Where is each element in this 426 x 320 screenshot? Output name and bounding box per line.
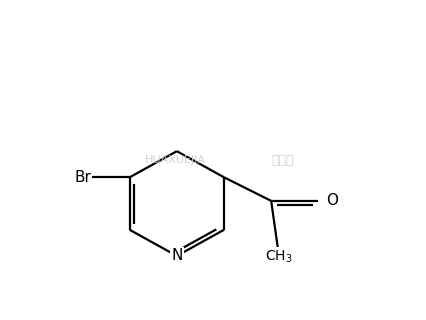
Text: 化学加: 化学加 xyxy=(271,154,294,166)
Text: N: N xyxy=(171,248,182,263)
Text: Br: Br xyxy=(74,170,91,185)
Text: HUAXUEJIA: HUAXUEJIA xyxy=(145,155,206,165)
Text: CH$_3$: CH$_3$ xyxy=(265,248,293,265)
Text: O: O xyxy=(326,193,338,208)
